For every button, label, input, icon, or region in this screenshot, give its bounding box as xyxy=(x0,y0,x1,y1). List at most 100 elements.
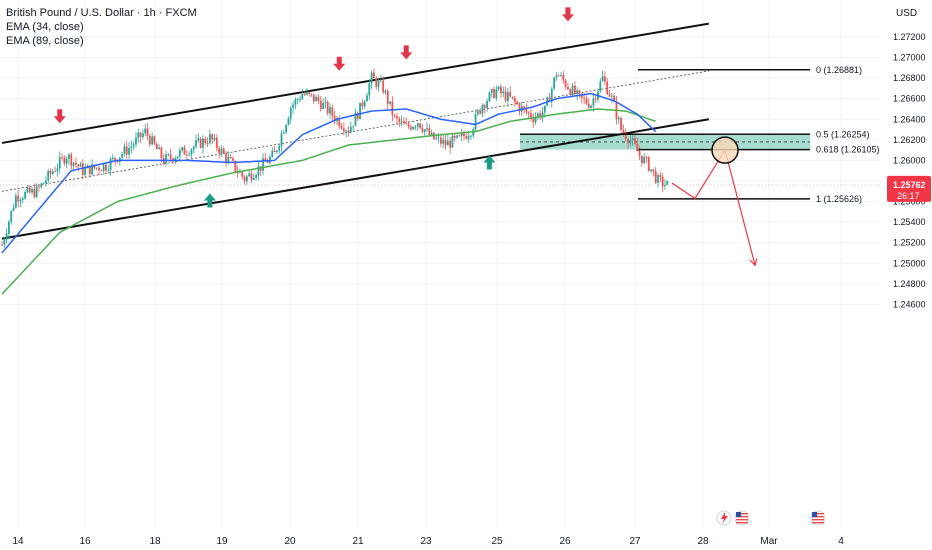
candle-body xyxy=(262,158,264,171)
candle-body xyxy=(548,97,551,102)
price-axis-bg xyxy=(880,0,932,550)
candle-body xyxy=(446,140,449,146)
candle-body xyxy=(61,157,63,159)
candle-body xyxy=(497,86,500,90)
candle-body xyxy=(634,138,636,144)
candle-body xyxy=(132,144,135,147)
candle-body xyxy=(135,137,137,145)
candle-body xyxy=(463,133,465,137)
candle-body xyxy=(428,128,431,136)
candle-body xyxy=(225,153,227,162)
projection-path xyxy=(671,148,756,266)
candle-body xyxy=(252,178,255,180)
candle-body xyxy=(294,99,297,105)
candle-body xyxy=(324,101,327,103)
candle-body xyxy=(513,97,516,102)
time-tick-label: 26 xyxy=(559,536,571,547)
candle-body xyxy=(403,121,405,124)
candle-body xyxy=(379,80,382,82)
candle-body xyxy=(525,108,528,113)
candle-body xyxy=(299,99,301,101)
candle-body xyxy=(481,105,484,114)
flag-stripe xyxy=(812,513,824,515)
candle-body xyxy=(382,80,385,93)
time-axis[interactable]: 14 16 18 19 20 21 23 25 26 27 28 Mar 4 xyxy=(12,536,844,547)
fib-level-label: 0.5 (1.26254) xyxy=(816,129,870,139)
ema89-legend[interactable]: EMA (89, close) xyxy=(6,35,84,47)
candle-body xyxy=(354,112,357,126)
candle-body xyxy=(91,164,93,175)
candle-body xyxy=(650,169,653,171)
candle-body xyxy=(608,94,611,97)
candle-body xyxy=(151,136,154,145)
fib-level-label: 0 (1.26881) xyxy=(816,65,862,75)
candle-body xyxy=(5,233,8,240)
candle-body xyxy=(176,156,179,159)
candle-body xyxy=(51,171,54,174)
candle-body xyxy=(130,146,133,149)
candle-body xyxy=(502,91,505,94)
candle-body xyxy=(54,171,57,173)
time-tick-label: 27 xyxy=(629,536,641,547)
sell-arrow-marker xyxy=(53,109,66,124)
channel-mid-line xyxy=(1,70,709,192)
candle-body xyxy=(347,130,350,133)
price-tick-label: 1.27200 xyxy=(893,32,926,42)
candle-body xyxy=(585,98,588,104)
candle-body xyxy=(310,93,313,95)
candle-body xyxy=(557,75,560,77)
candle-body xyxy=(250,173,253,180)
candle-body xyxy=(192,146,195,150)
buy-arrow-marker xyxy=(483,155,496,170)
price-tick-label: 1.26200 xyxy=(893,135,926,145)
time-tick-label: 23 xyxy=(420,536,432,547)
sell-arrow-marker xyxy=(333,56,346,71)
chart-grid xyxy=(0,0,880,528)
candle-body xyxy=(100,170,103,172)
candles-layer xyxy=(1,68,669,249)
currency-label[interactable]: USD xyxy=(896,8,917,19)
candle-body xyxy=(58,157,61,169)
candle-body xyxy=(576,90,579,95)
candle-body xyxy=(1,244,3,246)
candle-body xyxy=(458,135,461,137)
candle-body xyxy=(590,105,592,108)
candle-body xyxy=(280,133,283,147)
candle-body xyxy=(527,112,530,114)
candle-body xyxy=(349,126,352,133)
candle-body xyxy=(269,156,271,163)
candle-body xyxy=(93,164,96,169)
candle-body xyxy=(278,146,281,151)
candle-body xyxy=(121,154,124,158)
candle-body xyxy=(209,134,211,144)
candle-body xyxy=(638,151,641,156)
candle-body xyxy=(26,187,29,193)
candle-body xyxy=(322,102,324,110)
candle-body xyxy=(264,158,267,162)
price-tick-label: 1.26800 xyxy=(893,73,926,83)
candle-body xyxy=(396,116,398,119)
candle-body xyxy=(195,140,197,147)
candle-body xyxy=(44,180,47,184)
candle-body xyxy=(664,184,666,187)
candle-body xyxy=(333,115,336,122)
candle-body xyxy=(451,135,454,148)
candle-body xyxy=(594,98,597,100)
candle-body xyxy=(486,101,488,108)
candle-body xyxy=(190,149,193,155)
candle-body xyxy=(631,138,634,141)
symbol-title[interactable]: British Pound / U.S. Dollar · 1h · FXCM xyxy=(6,7,197,19)
ema34-legend[interactable]: EMA (34, close) xyxy=(6,21,84,33)
candle-body xyxy=(63,157,66,164)
candle-body xyxy=(643,157,646,164)
fib-zone-layer xyxy=(520,134,810,150)
candle-body xyxy=(562,75,565,81)
candle-body xyxy=(601,76,604,82)
current-price-value: 1.25762 xyxy=(893,180,926,190)
candle-body xyxy=(12,207,15,211)
candle-body xyxy=(506,92,509,101)
candle-body xyxy=(661,176,664,187)
candle-body xyxy=(273,150,276,153)
